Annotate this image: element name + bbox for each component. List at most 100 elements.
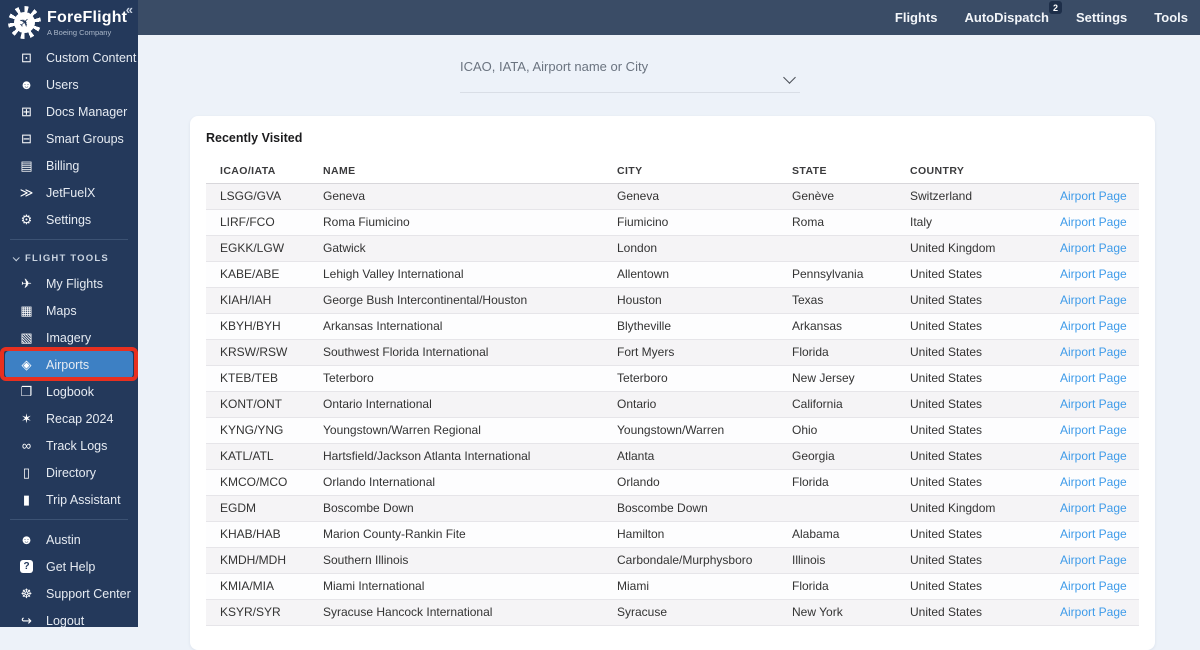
sidebar-item-track-logs[interactable]: ∞ Track Logs [5, 432, 133, 459]
sidebar-item-jetfuelx[interactable]: ≫ JetFuelX [5, 179, 133, 206]
table-row[interactable]: EGKK/LGW Gatwick London United Kingdom A… [206, 235, 1139, 262]
cell-icao: KYNG/YNG [206, 417, 309, 444]
cell-city: Blytheville [603, 313, 778, 340]
cell-city: Geneva [603, 183, 778, 210]
airport-page-link[interactable]: Airport Page [1060, 501, 1127, 515]
airport-page-link[interactable]: Airport Page [1060, 475, 1127, 489]
table-row[interactable]: KABE/ABE Lehigh Valley International All… [206, 261, 1139, 288]
airport-page-link[interactable]: Airport Page [1060, 293, 1127, 307]
cell-country: United States [896, 417, 1046, 444]
sidebar-item-austin[interactable]: ☻ Austin [5, 526, 133, 553]
table-row[interactable]: KHAB/HAB Marion County-Rankin Fite Hamil… [206, 521, 1139, 548]
airport-search-input[interactable] [460, 59, 760, 74]
airport-page-link[interactable]: Airport Page [1060, 241, 1127, 255]
cell-state: Genève [778, 183, 896, 210]
logout-icon: ↪ [21, 612, 32, 628]
airport-page-link[interactable]: Airport Page [1060, 215, 1127, 229]
double-chevron-icon: ≫ [19, 184, 34, 200]
sidebar-item-support-center[interactable]: ☸ Support Center [5, 580, 133, 607]
sidebar-collapse-button[interactable]: « [125, 2, 133, 17]
airport-page-link[interactable]: Airport Page [1060, 319, 1127, 333]
cell-state: Florida [778, 469, 896, 496]
sidebar-item-airports[interactable]: ◈ Airports [5, 351, 133, 378]
airport-page-link[interactable]: Airport Page [1060, 579, 1127, 593]
topbar-link-settings[interactable]: Settings [1076, 10, 1128, 25]
cell-country: United States [896, 521, 1046, 548]
cell-city: Fort Myers [603, 339, 778, 366]
table-row[interactable]: LSGG/GVA Geneva Geneva Genève Switzerlan… [206, 183, 1139, 210]
sidebar-item-logout[interactable]: ↪ Logout [5, 607, 133, 634]
airport-page-link[interactable]: Airport Page [1060, 423, 1127, 437]
sidebar-item-label: Logout [46, 613, 85, 628]
cell-state: California [778, 391, 896, 418]
table-row[interactable]: KIAH/IAH George Bush Intercontinental/Ho… [206, 287, 1139, 314]
cell-icao: LSGG/GVA [206, 183, 309, 210]
airport-page-link[interactable]: Airport Page [1060, 189, 1127, 203]
airport-page-link[interactable]: Airport Page [1060, 371, 1127, 385]
table-row[interactable]: KSYR/SYR Syracuse Hancock International … [206, 599, 1139, 626]
smart-screen-icon: ⊟ [21, 130, 32, 146]
airport-page-link[interactable]: Airport Page [1060, 267, 1127, 281]
sidebar-item-label: Directory [46, 465, 97, 480]
person-icon: ☻ [19, 532, 34, 547]
recently-visited-table: ICAO/IATA NAME CITY STATE COUNTRY LSGG/GVA G… [206, 159, 1139, 626]
luggage-icon: ▮ [22, 491, 31, 507]
sidebar-item-users[interactable]: ☻ Users [5, 71, 133, 98]
notification-badge: 2 [1049, 1, 1062, 14]
table-row[interactable]: KTEB/TEB Teterboro Teterboro New Jersey … [206, 365, 1139, 392]
column-header: STATE [778, 159, 896, 184]
table-row[interactable]: KMCO/MCO Orlando International Orlando F… [206, 469, 1139, 496]
flight-tools-section-header[interactable]: FLIGHT TOOLS [0, 246, 138, 270]
airport-page-link[interactable]: Airport Page [1060, 345, 1127, 359]
sidebar-item-settings[interactable]: ⚙ Settings [5, 206, 133, 233]
table-row[interactable]: KMIA/MIA Miami International Miami Flori… [206, 573, 1139, 600]
table-row[interactable]: KATL/ATL Hartsfield/Jackson Atlanta Inte… [206, 443, 1139, 470]
table-row[interactable]: KBYH/BYH Arkansas International Blythevi… [206, 313, 1139, 340]
sidebar-item-maps[interactable]: ▦ Maps [5, 297, 133, 324]
cell-state: Illinois [778, 547, 896, 574]
cell-state: Arkansas [778, 313, 896, 340]
sidebar-item-directory[interactable]: ▯ Directory [5, 459, 133, 486]
map-icon: ▦ [20, 302, 33, 318]
sidebar-item-imagery[interactable]: ▧ Imagery [5, 324, 133, 351]
table-row[interactable]: KONT/ONT Ontario International Ontario C… [206, 391, 1139, 418]
sidebar-item-logbook[interactable]: ❐ Logbook [5, 378, 133, 405]
sidebar-item-label: My Flights [46, 276, 103, 291]
sidebar-item-trip-assistant[interactable]: ▮ Trip Assistant [5, 486, 133, 513]
airport-page-link[interactable]: Airport Page [1060, 553, 1127, 567]
sidebar-item-label: Imagery [46, 330, 92, 345]
chevron-down-icon[interactable] [783, 71, 796, 84]
cell-city: Houston [603, 287, 778, 314]
table-row[interactable]: KMDH/MDH Southern Illinois Carbondale/Mu… [206, 547, 1139, 574]
airport-page-link[interactable]: Airport Page [1060, 449, 1127, 463]
topbar-link-autodispatch[interactable]: AutoDispatch 2 [965, 1, 1062, 25]
cell-city: Ontario [603, 391, 778, 418]
airport-page-link[interactable]: Airport Page [1060, 605, 1127, 619]
sidebar-item-docs-manager[interactable]: ⊞ Docs Manager [5, 98, 133, 125]
airport-page-link[interactable]: Airport Page [1060, 397, 1127, 411]
table-row[interactable]: KRSW/RSW Southwest Florida International… [206, 339, 1139, 366]
airport-search [460, 54, 800, 93]
cell-city: Teterboro [603, 365, 778, 392]
table-row[interactable]: LIRF/FCO Roma Fiumicino Fiumicino Roma I… [206, 209, 1139, 236]
foreflight-logo[interactable]: ✈ ForeFlight A Boeing Company [0, 0, 138, 44]
table-row[interactable]: KYNG/YNG Youngstown/Warren Regional Youn… [206, 417, 1139, 444]
topbar-link-tools[interactable]: Tools [1154, 10, 1188, 25]
sidebar-item-smart-groups[interactable]: ⊟ Smart Groups [5, 125, 133, 152]
foreflight-logo-icon: ✈ [8, 6, 41, 39]
sidebar-item-my-flights[interactable]: ✈ My Flights [5, 270, 133, 297]
table-row[interactable]: EGDM Boscombe Down Boscombe Down United … [206, 495, 1139, 522]
celebration-icon: ✶ [21, 410, 32, 426]
airport-page-link[interactable]: Airport Page [1060, 527, 1127, 541]
sidebar-item-custom-content[interactable]: ⊡ Custom Content [5, 44, 136, 71]
sidebar-account-section: ☻ Austin ? Get Help ☸ Support Center ↪ L… [0, 526, 138, 634]
sidebar-item-billing[interactable]: ▤ Billing [5, 152, 133, 179]
topbar-link-flights[interactable]: Flights [894, 10, 938, 25]
cell-country: United States [896, 287, 1046, 314]
sidebar-item-label: Maps [46, 303, 77, 318]
cell-name: Roma Fiumicino [309, 209, 603, 236]
sidebar-item-get-help[interactable]: ? Get Help [5, 553, 133, 580]
sidebar-item-recap-2024[interactable]: ✶ Recap 2024 [5, 405, 133, 432]
cell-country: United States [896, 261, 1046, 288]
sidebar-item-label: Logbook [46, 384, 94, 399]
